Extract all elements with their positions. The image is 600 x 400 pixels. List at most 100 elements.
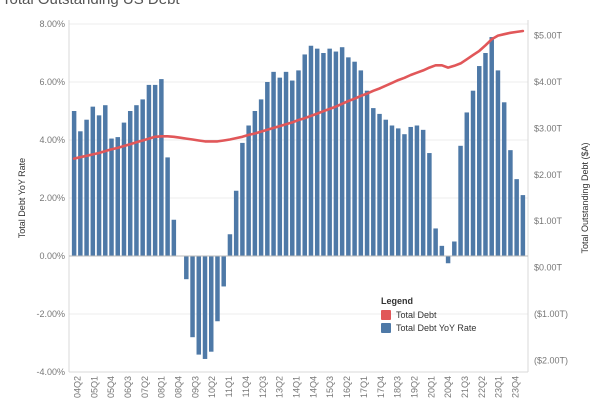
x-tick-label: 11Q4: [241, 376, 251, 397]
chart-title: Total Outstanding US Debt: [2, 0, 180, 8]
bar-yoy-rate: [371, 108, 376, 256]
bar-yoy-rate: [389, 125, 395, 256]
y-axis-title: Total Debt YoY Rate: [17, 158, 27, 238]
x-tick-label: 11Q1: [224, 376, 234, 397]
bar-yoy-rate: [314, 48, 320, 257]
x-tick-label: 13Q2: [275, 376, 285, 398]
y2-tick-label: $0.00T: [534, 263, 563, 273]
bar-yoy-rate: [71, 111, 77, 256]
x-tick-label: 12Q3: [258, 376, 268, 398]
legend-swatch-total-debt: [381, 310, 391, 320]
bar-yoy-rate: [115, 137, 120, 256]
bar-yoy-rate: [296, 70, 301, 257]
bar-yoy-rate: [439, 245, 445, 256]
y-tick-label: 2.00%: [39, 193, 65, 203]
x-tick-label: 14Q1: [292, 376, 302, 398]
bar-yoy-rate: [420, 129, 426, 256]
bar-yoy-rate: [265, 82, 270, 256]
x-tick-label: 08Q1: [157, 376, 167, 398]
y2-axis-title: Total Outstanding Debt ($A): [580, 142, 590, 253]
bar-yoy-rate: [358, 70, 364, 257]
bar-yoy-rate: [127, 111, 133, 256]
bar-yoy-rate: [159, 79, 164, 256]
bar-yoy-rate: [501, 102, 507, 256]
bar-yoy-rate: [202, 256, 208, 359]
bar-yoy-rate: [140, 99, 145, 257]
bar-yoy-rate: [258, 99, 264, 257]
bar-yoy-rate: [408, 126, 413, 256]
legend-label-yoy-rate: Total Debt YoY Rate: [396, 323, 477, 333]
bar-yoy-rate: [346, 57, 351, 256]
legend-title: Legend: [381, 296, 414, 306]
legend: Legend Total Debt Total Debt YoY Rate: [381, 296, 476, 336]
bar-yoy-rate: [321, 53, 326, 256]
x-tick-label: 23Q4: [511, 376, 521, 398]
line-total-debt: [72, 29, 525, 160]
bar-yoy-rate: [352, 61, 357, 257]
bar-yoy-rate: [208, 256, 214, 352]
bar-yoy-rate: [302, 54, 307, 257]
bar-yoy-rate: [121, 122, 127, 256]
bar-yoy-rate: [96, 115, 102, 256]
x-tick-label: 20Q1: [426, 376, 436, 398]
y-tick-label: 6.00%: [39, 77, 65, 87]
x-tick-label: 06Q3: [123, 376, 133, 398]
y2-tick-label: $3.00T: [534, 123, 563, 133]
y2-tick-label: $4.00T: [534, 77, 563, 87]
bar-yoy-rate: [427, 153, 432, 256]
x-tick-label: 21Q3: [460, 376, 470, 398]
bar-yoy-rate: [520, 195, 526, 256]
y2-tick-label: $5.00T: [534, 31, 563, 41]
bar-yoy-rate: [377, 113, 382, 257]
bar-yoy-rate: [433, 228, 438, 256]
y-tick-label: 0.00%: [39, 251, 65, 261]
bar-yoy-rate: [84, 119, 89, 256]
legend-label-total-debt: Total Debt: [396, 310, 437, 320]
legend-item-total-debt[interactable]: Total Debt: [381, 310, 476, 320]
bar-yoy-rate: [252, 111, 258, 256]
bar-yoy-rate: [339, 47, 345, 257]
x-tick-label: 04Q2: [72, 376, 82, 398]
y2-tick-label: $2.00T: [534, 170, 563, 180]
x-tick-label: 16Q2: [342, 376, 352, 398]
x-tick-label: 22Q2: [477, 376, 487, 398]
bar-yoy-rate: [495, 70, 501, 257]
bar-yoy-rate: [227, 234, 233, 256]
bar-yoy-rate: [470, 90, 476, 256]
bar-yoy-rate: [508, 150, 513, 256]
x-tick-label: 17Q4: [376, 376, 386, 398]
x-tick-label: 08Q4: [174, 376, 184, 398]
bar-yoy-rate: [489, 37, 494, 256]
bar-yoy-rate: [196, 256, 202, 355]
bar-yoy-rate: [240, 142, 245, 256]
y2-tick-label: $1.00T: [534, 216, 563, 226]
legend-item-yoy-rate[interactable]: Total Debt YoY Rate: [381, 323, 476, 333]
legend-swatch-yoy-rate: [381, 323, 391, 333]
x-tick-label: 09Q3: [190, 376, 200, 398]
y-tick-label: -4.00%: [36, 367, 65, 377]
bar-yoy-rate: [364, 90, 370, 256]
bar-yoy-rate: [383, 119, 389, 256]
bar-yoy-rate: [514, 179, 519, 256]
x-tick-label: 07Q2: [140, 376, 150, 398]
bar-yoy-rate: [277, 77, 283, 257]
bar-yoy-rate: [327, 48, 332, 257]
bar-yoy-rate: [90, 106, 96, 257]
x-tick-label: 05Q4: [106, 376, 116, 398]
bar-yoy-rate: [78, 131, 83, 256]
bar-yoy-rate: [103, 105, 108, 256]
bar-yoy-rate: [246, 125, 251, 256]
x-tick-label: 10Q2: [207, 376, 217, 398]
bar-yoy-rate: [165, 157, 170, 256]
x-tick-label: 14Q4: [308, 376, 318, 398]
bar-yoy-rate: [109, 138, 114, 256]
bar-yoy-rate: [402, 134, 407, 256]
bar-yoy-rate: [464, 112, 470, 256]
bar-yoy-rate: [134, 105, 139, 256]
bar-yoy-rate: [483, 53, 488, 256]
x-tick-label: 20Q4: [443, 376, 453, 398]
y2-tick-label: ($2.00T): [534, 355, 568, 365]
bar-yoy-rate: [221, 256, 226, 287]
bar-yoy-rate: [146, 84, 152, 257]
bar-yoy-rate: [414, 125, 420, 256]
